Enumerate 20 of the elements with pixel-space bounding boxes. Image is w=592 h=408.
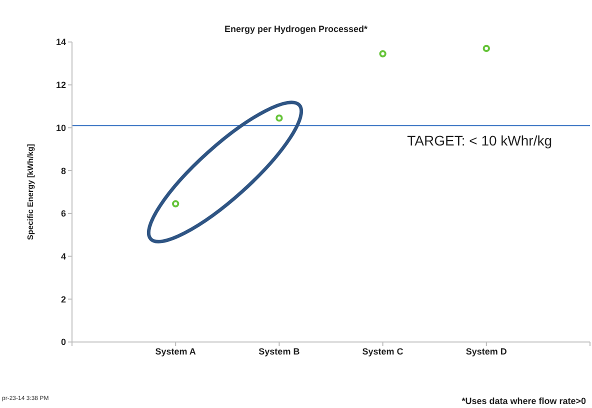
text: *Uses data where flow rate>0: [462, 396, 586, 406]
x-tick-label: System C: [362, 346, 404, 356]
y-tick-label: 0: [60, 337, 66, 348]
x-tick-label: System D: [466, 346, 508, 356]
y-tick-label: 8: [60, 166, 66, 176]
point: [276, 114, 283, 122]
y-tick-label: 4: [60, 251, 66, 262]
point: [172, 200, 180, 208]
y-axis-title: Specific Energy [kWh/kg]: [26, 144, 35, 240]
x-tick-label: System B: [258, 346, 300, 356]
y-tick-label: 2: [60, 294, 66, 304]
point: [379, 50, 386, 58]
y-tick-label: 10: [56, 122, 66, 133]
point: [482, 44, 490, 52]
y-tick-label: 12: [56, 80, 66, 90]
x-tick-label: System A: [155, 346, 196, 356]
y-tick-label: 14: [56, 37, 66, 48]
y-tick-label: 6: [60, 208, 66, 219]
ref-line-label: TARGET: < 10 kWhr/kg: [407, 132, 552, 149]
chart-title: Energy per Hydrogen Processed*: [223, 24, 369, 34]
